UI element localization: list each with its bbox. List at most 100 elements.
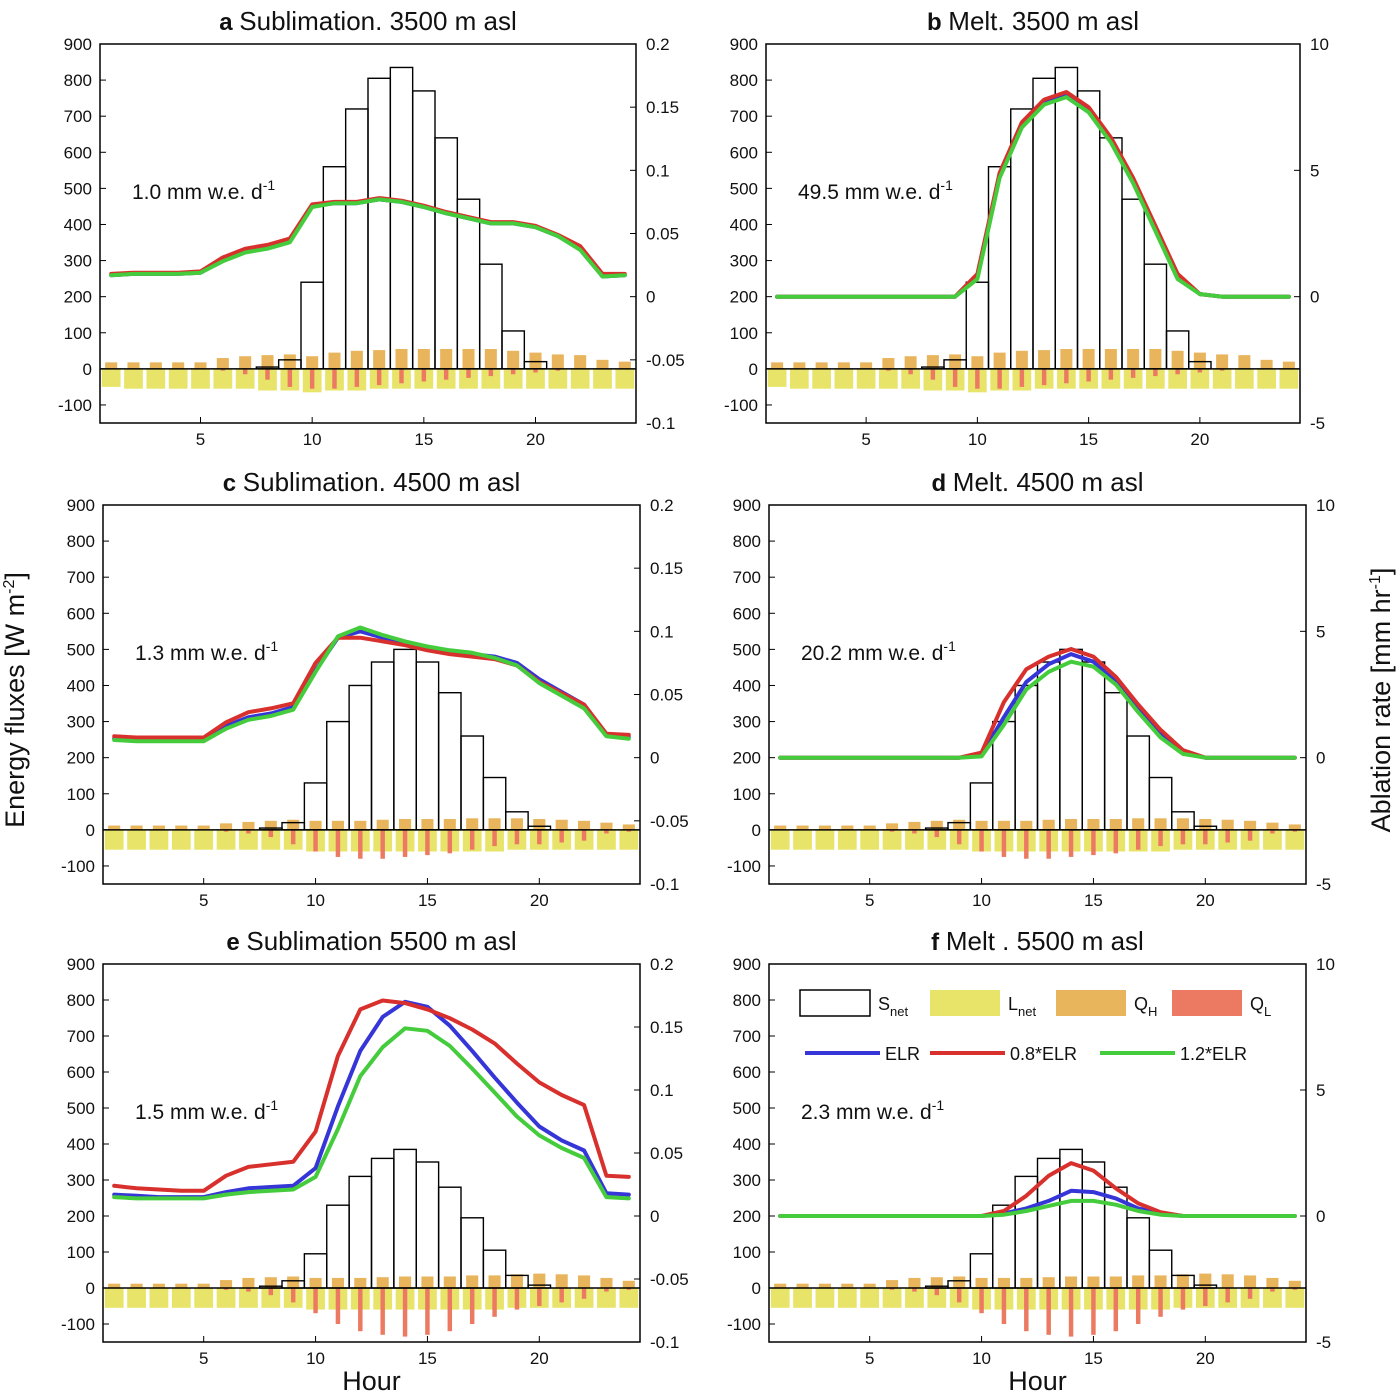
daily-total-annotation: 2.3 mm w.e. d-1	[801, 1097, 944, 1124]
y-tick-label: 200	[64, 288, 92, 307]
qh-bar	[930, 1277, 943, 1288]
x-tick-label: 20	[1196, 1349, 1215, 1368]
y-tick-label: 500	[730, 179, 758, 198]
legend-ql-swatch	[1172, 990, 1242, 1016]
ql-bar	[1068, 1288, 1074, 1337]
qh-bar	[421, 1276, 434, 1288]
qh-bar	[953, 1276, 966, 1288]
series-line-elr12	[778, 1198, 1297, 1218]
snet-bar	[992, 1204, 1016, 1289]
lnet-bar	[104, 1288, 124, 1308]
qh-bar	[1060, 349, 1073, 369]
ql-bar	[469, 829, 475, 850]
y-tick-label: 200	[67, 749, 95, 768]
y-tick-label: -100	[58, 396, 92, 415]
y-tick-label: 500	[733, 1099, 761, 1118]
qh-bar	[421, 819, 434, 830]
y2-tick-label: 5	[1316, 622, 1325, 641]
qh-bar	[1087, 819, 1100, 830]
qh-bar	[1266, 1277, 1279, 1288]
qh-bar	[949, 354, 962, 369]
lnet-bar	[104, 829, 124, 850]
ql-bar	[268, 1288, 274, 1296]
annotation-exponent: -1	[263, 177, 276, 193]
qh-bar	[1282, 361, 1295, 369]
qh-bar	[127, 362, 140, 369]
ql-bar	[952, 368, 958, 387]
x-tick-label: 5	[196, 430, 205, 449]
panel-letter: f	[931, 929, 946, 956]
ql-bar	[220, 368, 226, 371]
ql-bar	[930, 368, 936, 380]
lnet-bar	[1257, 368, 1276, 389]
qh-bar	[105, 362, 118, 369]
lnet-bar	[1263, 829, 1282, 850]
legend-ql-label: QL	[1250, 994, 1271, 1019]
qh-bar	[440, 349, 453, 369]
ql-bar	[290, 829, 296, 845]
annotation-exponent: -1	[266, 638, 279, 654]
qh-bar	[574, 355, 587, 369]
lnet-bar	[597, 1288, 616, 1308]
y2-tick-label: 0	[1310, 288, 1319, 307]
annotation-text: 1.5 mm w.e. d	[135, 1101, 266, 1124]
qh-bar	[618, 361, 631, 369]
panel-title: f Melt . 5500 m asl	[931, 926, 1144, 956]
qh-bar	[1042, 1277, 1055, 1288]
snet-bar	[1081, 661, 1106, 831]
qh-bar	[1221, 819, 1234, 830]
qh-bar	[172, 362, 185, 369]
snet-bar	[344, 108, 369, 370]
y2-tick-label: 5	[1310, 161, 1319, 180]
snet-bar	[965, 281, 990, 370]
daily-total-annotation: 1.5 mm w.e. d-1	[135, 1097, 278, 1124]
qh-bar	[328, 352, 341, 369]
ql-bar	[443, 368, 449, 380]
ql-bar	[380, 829, 385, 859]
qh-bar	[194, 362, 207, 369]
ql-bar	[447, 1288, 453, 1332]
qh-bar	[841, 825, 854, 830]
x-tick-label: 5	[199, 1349, 208, 1368]
y-tick-label: 300	[64, 252, 92, 271]
ql-bar	[537, 1288, 542, 1306]
y-tick-label: 0	[86, 1279, 95, 1298]
lnet-bar	[261, 829, 281, 850]
y2-tick-label: -5	[1316, 1333, 1331, 1352]
lnet-bar	[239, 829, 258, 850]
y-tick-label: -100	[61, 857, 95, 876]
ql-bar	[354, 368, 360, 387]
qh-bar	[1154, 1275, 1167, 1288]
ql-bar	[886, 368, 891, 371]
ql-bar	[1270, 1288, 1275, 1292]
qh-bar	[399, 819, 412, 830]
ql-bar	[223, 829, 229, 832]
panel-title: e Sublimation 5500 m asl	[226, 926, 516, 956]
y-tick-label: 200	[730, 288, 758, 307]
y-tick-label: 400	[64, 215, 92, 234]
ql-bar	[1019, 368, 1025, 387]
ql-bar	[934, 829, 940, 838]
snet-bar	[348, 1175, 373, 1289]
y-tick-label: -100	[727, 1315, 761, 1334]
x-axis-label: Hour	[342, 1366, 401, 1396]
qh-bar	[596, 359, 609, 369]
ql-bar	[380, 1288, 385, 1335]
qh-bar	[1149, 349, 1162, 369]
panel-a: a Sublimation. 3500 m asl-10001002003004…	[58, 6, 685, 449]
qh-bar	[837, 362, 850, 369]
panel-letter: d	[931, 470, 952, 497]
snet-bar	[370, 661, 395, 831]
qh-bar	[533, 1273, 546, 1288]
ql-bar	[510, 368, 516, 375]
ql-bar	[492, 829, 497, 847]
ql-bar	[246, 1288, 251, 1292]
panel-e: e Sublimation 5500 m asl-100010020030040…	[61, 926, 689, 1396]
y-tick-label: 100	[733, 1243, 761, 1262]
qh-bar	[350, 350, 363, 369]
ql-bar	[1001, 829, 1007, 857]
snet-bar	[987, 166, 1012, 370]
qh-bar	[600, 1277, 613, 1288]
y2-tick-label: 0.2	[650, 955, 674, 974]
